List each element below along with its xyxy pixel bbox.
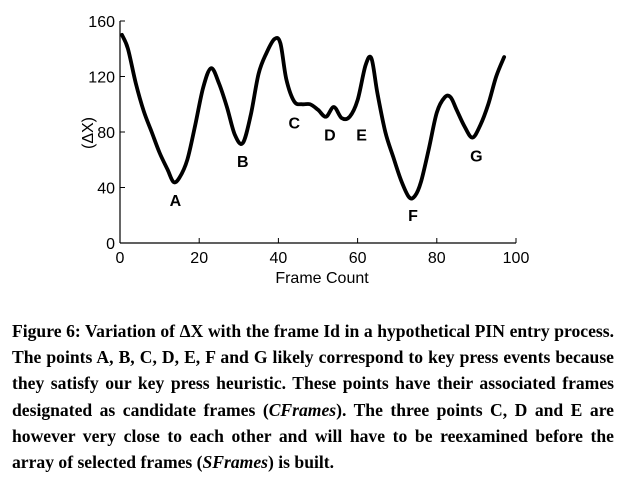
caption-sframes: SFrames <box>202 452 269 473</box>
x-tick-labels: 0 20 40 60 80 100 <box>116 250 530 267</box>
chart: 0 20 40 60 80 100 0 40 80 120 160 Frame Count (ΔX… <box>80 14 530 287</box>
y-tick-label: 160 <box>88 14 115 31</box>
x-tick-label: 80 <box>428 250 446 267</box>
caption-text-3: ) is built. <box>268 452 335 473</box>
point-label-d: D <box>324 128 336 145</box>
caption-text-1: Variation of ΔX with the frame Id in a h… <box>12 321 615 420</box>
x-tick-label: 0 <box>116 250 125 267</box>
point-label-g: G <box>470 149 482 166</box>
x-tick-label: 100 <box>503 250 530 267</box>
y-tick-label: 40 <box>97 181 115 198</box>
y-tick-labels: 0 40 80 120 160 <box>88 14 115 253</box>
x-tick-label: 20 <box>190 250 208 267</box>
y-tick-label: 120 <box>88 70 115 87</box>
figure-caption: Figure 6: Variation of ΔX with the frame… <box>12 318 614 475</box>
point-label-a: A <box>170 193 182 210</box>
x-tick-label: 60 <box>349 250 367 267</box>
point-label-f: F <box>408 208 418 225</box>
series-group <box>120 32 507 201</box>
caption-text-2: ). The three points C, D and E are howev… <box>12 399 614 473</box>
caption-cframes: CFrames <box>268 399 337 420</box>
axes <box>119 20 517 244</box>
y-axis-title: (ΔX) <box>80 117 97 149</box>
series-line <box>120 32 507 201</box>
caption-figure-label: Figure 6: <box>12 321 81 341</box>
point-labels: A B C D E F G <box>170 115 483 225</box>
point-label-c: C <box>288 115 300 132</box>
point-label-b: B <box>237 154 249 171</box>
y-tick-label: 0 <box>106 236 115 253</box>
x-tick-label: 40 <box>270 250 288 267</box>
point-label-e: E <box>356 128 367 145</box>
y-tick-label: 80 <box>97 125 115 142</box>
x-axis-title: Frame Count <box>275 270 369 287</box>
